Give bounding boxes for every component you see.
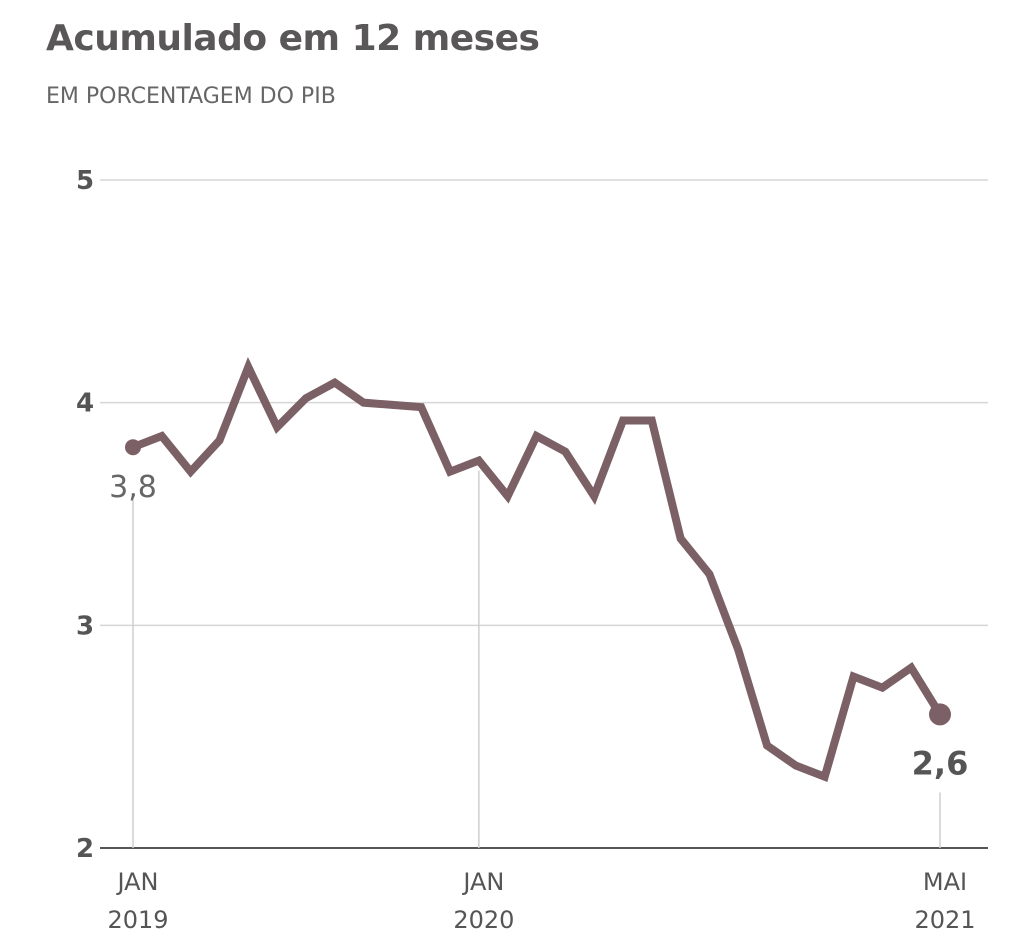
x-tick-label: 2020 xyxy=(453,906,514,934)
x-tick-label: JAN xyxy=(461,868,504,896)
y-tick-label: 5 xyxy=(76,166,94,196)
data-label: 2,6 xyxy=(912,744,969,782)
x-tick-label: JAN xyxy=(115,868,158,896)
data-point xyxy=(125,439,141,456)
data-label: 3,8 xyxy=(109,470,157,505)
data-point xyxy=(929,703,951,726)
x-tick-label: 2019 xyxy=(107,906,168,934)
x-tick-label: 2021 xyxy=(914,906,975,934)
y-tick-label: 4 xyxy=(76,389,94,419)
series-line xyxy=(129,357,944,783)
x-tick-label: MAI xyxy=(923,868,967,896)
y-tick-label: 3 xyxy=(76,611,94,641)
chart-subtitle: EM PORCENTAGEM DO PIB xyxy=(46,84,336,109)
y-tick-label: 2 xyxy=(76,834,94,864)
chart-title: Acumulado em 12 meses xyxy=(46,18,540,59)
